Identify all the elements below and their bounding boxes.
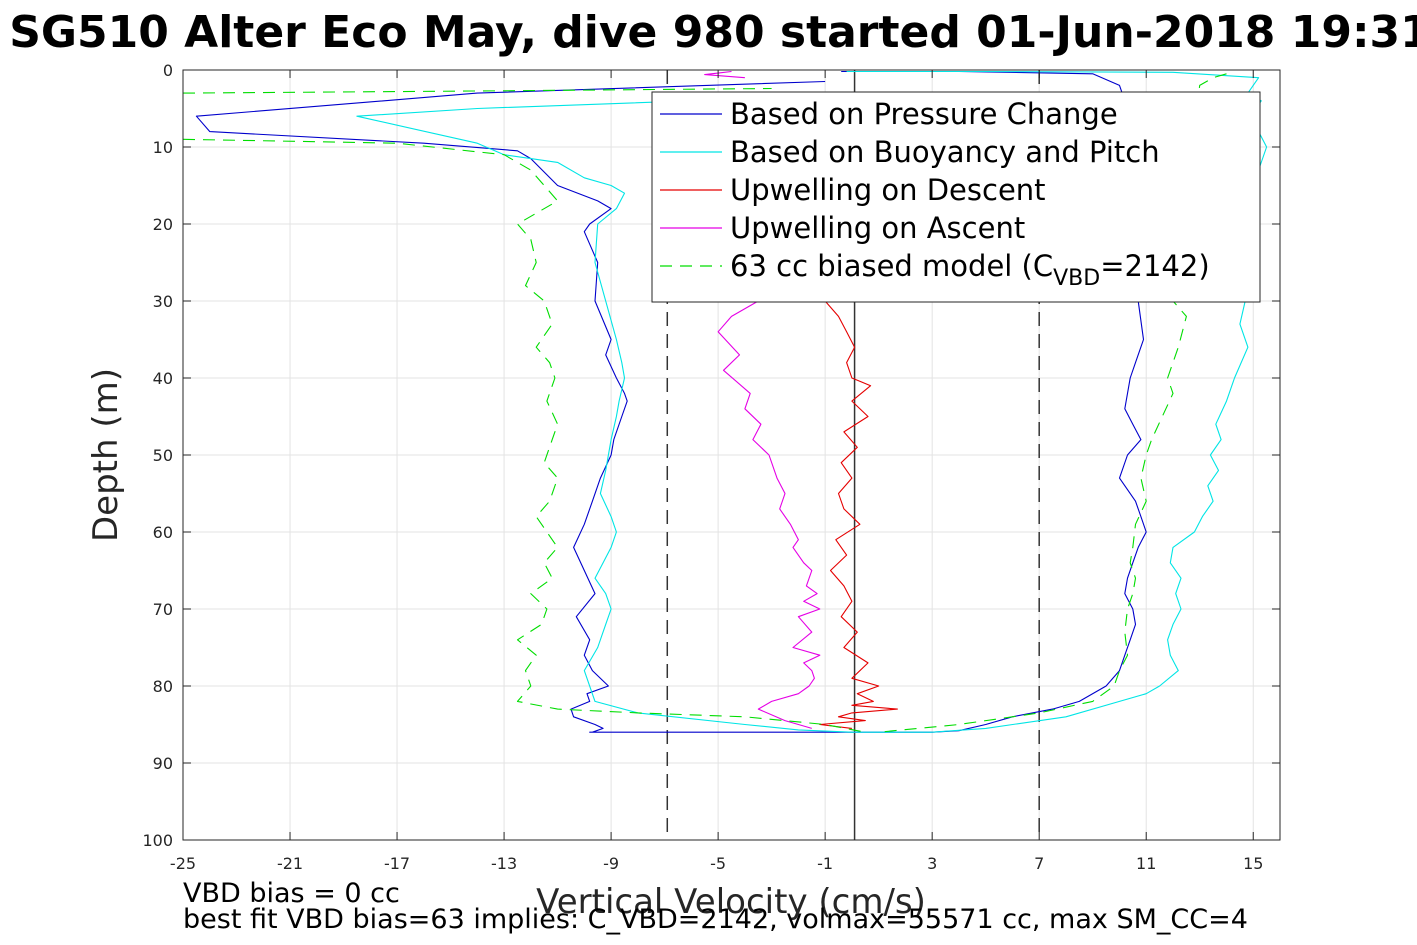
x-axis-ticks: -25 -21 -17 -13 -9 -5 -1 3 7 11 15 <box>170 70 1263 873</box>
legend-entry: Based on Pressure Change <box>730 97 1118 131</box>
series-3 <box>704 70 821 729</box>
legend: Based on Pressure Change Based on Buoyanc… <box>651 91 1261 303</box>
series-4 <box>182 73 1227 733</box>
series-line <box>195 80 933 733</box>
x-axis-label: Vertical Velocity (cm/s) <box>536 882 926 922</box>
x-tick-label: -9 <box>603 854 619 873</box>
x-tick-label: 7 <box>1034 854 1044 873</box>
x-tick-label: -13 <box>491 854 517 873</box>
x-tick-label: -21 <box>277 854 303 873</box>
y-tick-label: 50 <box>153 446 173 465</box>
series-line <box>356 100 933 733</box>
annotation-vbd-bias: VBD bias = 0 cc <box>183 878 400 909</box>
y-axis-ticks: 0 10 20 30 40 50 60 70 80 90 100 <box>142 61 1280 850</box>
x-tick-label: -5 <box>710 854 726 873</box>
x-tick-label: -17 <box>384 854 410 873</box>
series-line <box>182 138 866 733</box>
y-tick-label: 60 <box>153 523 173 542</box>
y-tick-label: 10 <box>153 138 173 157</box>
y-tick-label: 70 <box>153 600 173 619</box>
legend-box <box>651 91 1261 303</box>
annotation-best-fit: best fit VBD bias=63 implies: C_VBD=2142… <box>183 904 1248 935</box>
legend-entry: Upwelling on Descent <box>730 173 1046 207</box>
y-tick-label: 80 <box>153 677 173 696</box>
y-tick-label: 90 <box>153 754 173 773</box>
x-tick-label: -1 <box>817 854 833 873</box>
y-axis-label: Depth (m) <box>86 368 126 542</box>
series-line <box>182 87 772 94</box>
series-line <box>878 73 1227 733</box>
x-tick-label: -25 <box>170 854 196 873</box>
x-tick-label: 11 <box>1136 854 1156 873</box>
y-tick-label: 40 <box>153 369 173 388</box>
legend-entry: 63 cc biased model (CVBD=2142) <box>730 249 1210 291</box>
y-tick-label: 0 <box>163 61 173 80</box>
series-line <box>704 70 745 79</box>
chart-title: SG510 Alter Eco May, dive 980 started 01… <box>9 7 1417 58</box>
series-line <box>717 300 821 729</box>
legend-entry: Based on Buoyancy and Pitch <box>730 135 1160 169</box>
y-tick-label: 20 <box>153 215 173 234</box>
series-line <box>819 300 898 729</box>
y-tick-label: 30 <box>153 292 173 311</box>
x-tick-label: 15 <box>1243 854 1263 873</box>
legend-entry: Upwelling on Ascent <box>730 211 1025 245</box>
x-tick-label: 3 <box>927 854 937 873</box>
y-tick-label: 100 <box>142 831 173 850</box>
